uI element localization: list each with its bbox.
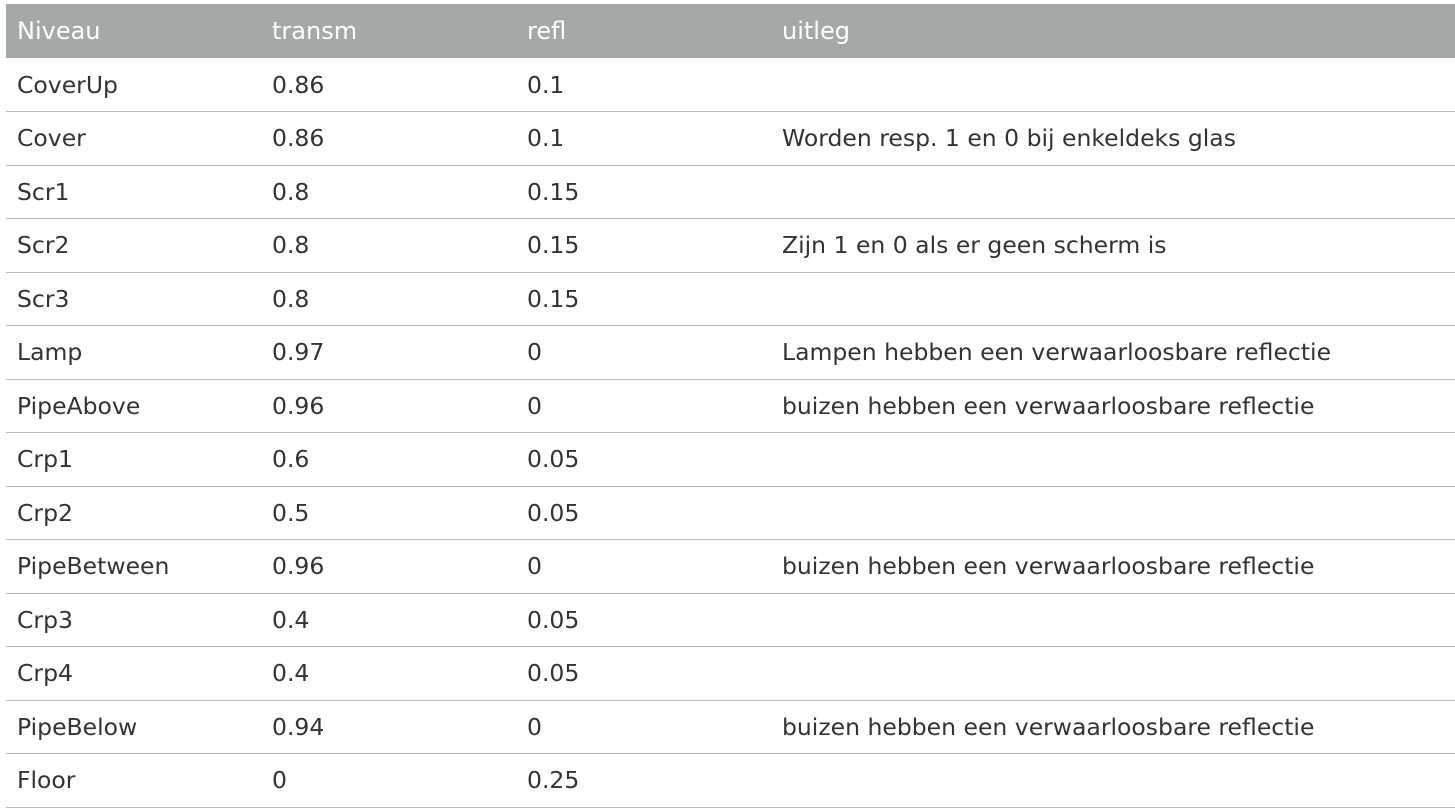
- cell-refl: 0: [527, 712, 542, 741]
- table-row: Cover 0.86 0.1 Worden resp. 1 en 0 bij enke…: [6, 112, 1455, 165]
- cell-niveau: CoverUp: [17, 70, 118, 99]
- cell-transm: 0.8: [272, 177, 310, 206]
- data-table-container: Niveau transm refl uitleg CoverUp 0.86 0.1…: [6, 4, 1455, 808]
- cell-transm: 0.86: [272, 124, 325, 153]
- table-row: Scr1 0.8 0.15: [6, 165, 1455, 219]
- cell-uitleg: Worden resp. 1 en 0 bij enkeldeks glas: [782, 124, 1236, 153]
- cell-transm: 0.94: [272, 712, 325, 741]
- cell-transm: 0.86: [272, 70, 325, 99]
- column-header-niveau: Niveau: [17, 17, 101, 45]
- cell-uitleg: buizen hebben een verwaarloosbare reflec…: [782, 552, 1315, 581]
- cell-transm: 0.8: [272, 284, 310, 313]
- parameter-table: Niveau transm refl uitleg CoverUp 0.86 0.1…: [6, 4, 1455, 808]
- cell-uitleg: [771, 647, 1455, 701]
- table-row: PipeBetween 0.96 0 buizen hebben een verwaa…: [6, 540, 1455, 593]
- cell-uitleg: [771, 433, 1455, 487]
- cell-uitleg: [771, 165, 1455, 219]
- cell-refl: 0.15: [527, 284, 580, 313]
- column-header-transm: transm: [272, 17, 358, 45]
- cell-niveau: PipeBelow: [17, 712, 138, 741]
- cell-transm: 0.96: [272, 552, 325, 581]
- column-header-refl: refl: [527, 17, 567, 45]
- cell-refl: 0.1: [527, 70, 565, 99]
- cell-transm: 0.4: [272, 605, 310, 634]
- cell-refl: 0.05: [527, 605, 580, 634]
- table-row: Crp1 0.6 0.05: [6, 433, 1455, 487]
- cell-transm: 0.5: [272, 498, 310, 527]
- table-row: Crp2 0.5 0.05: [6, 486, 1455, 540]
- table-row: Scr2 0.8 0.15 Zijn 1 en 0 als er geen scher…: [6, 219, 1455, 272]
- cell-niveau: Crp3: [17, 605, 73, 634]
- cell-uitleg: [771, 593, 1455, 647]
- table-row: Floor 0 0.25: [6, 754, 1455, 808]
- cell-niveau: Scr2: [17, 231, 70, 260]
- table-row: PipeBelow 0.94 0 buizen hebben een verwaarl…: [6, 700, 1455, 754]
- table-row: PipeAbove 0.96 0 buizen hebben een verwaarl…: [6, 379, 1455, 433]
- cell-niveau: Crp2: [17, 498, 73, 527]
- cell-uitleg: [771, 754, 1455, 808]
- cell-refl: 0.05: [527, 659, 580, 688]
- cell-uitleg: buizen hebben een verwaarloosbare reflec…: [782, 391, 1315, 420]
- cell-transm: 0.96: [272, 391, 325, 420]
- cell-transm: 0: [272, 766, 287, 795]
- table-row: Scr3 0.8 0.15: [6, 272, 1455, 326]
- cell-transm: 0.4: [272, 659, 310, 688]
- cell-uitleg: [771, 486, 1455, 540]
- column-header-uitleg: uitleg: [782, 17, 850, 45]
- cell-transm: 0.8: [272, 231, 310, 260]
- cell-refl: 0.05: [527, 445, 580, 474]
- cell-niveau: Crp1: [17, 445, 73, 474]
- cell-niveau: Cover: [17, 124, 86, 153]
- cell-transm: 0.6: [272, 445, 310, 474]
- cell-uitleg: [771, 272, 1455, 326]
- header-row: Niveau transm refl uitleg: [6, 4, 1455, 58]
- cell-uitleg: Lampen hebben een verwaarloosbare reflec…: [782, 338, 1332, 367]
- cell-refl: 0.15: [527, 231, 580, 260]
- cell-niveau: PipeBetween: [17, 552, 170, 581]
- cell-niveau: Scr1: [17, 177, 70, 206]
- table-header: Niveau transm refl uitleg: [6, 4, 1455, 58]
- cell-niveau: Lamp: [17, 338, 83, 367]
- cell-refl: 0.05: [527, 498, 580, 527]
- table-row: CoverUp 0.86 0.1: [6, 58, 1455, 112]
- table-row: Crp3 0.4 0.05: [6, 593, 1455, 647]
- table-row: Crp4 0.4 0.05: [6, 647, 1455, 701]
- cell-refl: 0.1: [527, 124, 565, 153]
- cell-uitleg: Zijn 1 en 0 als er geen scherm is: [782, 231, 1167, 260]
- table-body: CoverUp 0.86 0.1 Cover 0.86 0.1 Worden resp. 1…: [6, 58, 1455, 807]
- cell-uitleg: buizen hebben een verwaarloosbare reflec…: [782, 712, 1315, 741]
- table-row: Lamp 0.97 0 Lampen hebben een verwaarloosba…: [6, 326, 1455, 379]
- cell-refl: 0: [527, 338, 542, 367]
- cell-refl: 0: [527, 391, 542, 420]
- cell-niveau: Crp4: [17, 659, 73, 688]
- cell-transm: 0.97: [272, 338, 325, 367]
- cell-refl: 0.15: [527, 177, 580, 206]
- cell-refl: 0: [527, 552, 542, 581]
- cell-niveau: PipeAbove: [17, 391, 141, 420]
- cell-niveau: Floor: [17, 766, 76, 795]
- cell-refl: 0.25: [527, 766, 580, 795]
- cell-uitleg: [771, 58, 1455, 112]
- cell-niveau: Scr3: [17, 284, 70, 313]
